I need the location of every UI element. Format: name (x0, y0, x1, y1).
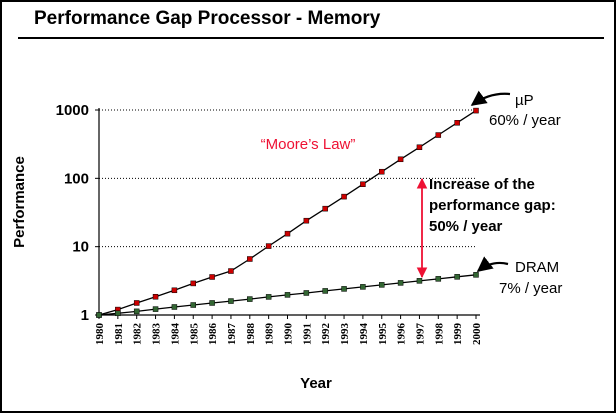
x-tick-label: 1984 (169, 323, 181, 346)
x-tick-label: 1994 (358, 323, 370, 346)
data-point (454, 274, 460, 280)
x-tick-label: 1988 (245, 323, 257, 346)
x-tick-label: 1995 (377, 323, 389, 346)
data-point (190, 280, 196, 287)
data-point (360, 284, 366, 290)
data-point (133, 308, 140, 315)
data-point (322, 288, 328, 294)
data-point (96, 312, 102, 318)
data-point (322, 205, 328, 212)
data-point (171, 304, 178, 310)
data-point (152, 293, 159, 300)
data-point (454, 120, 460, 126)
data-point (341, 193, 347, 200)
up-series-label: µP (515, 92, 534, 109)
x-tick-label: 1998 (433, 323, 445, 346)
data-point (435, 132, 442, 138)
x-tick-label: 1992 (320, 323, 332, 346)
data-point (360, 181, 366, 187)
y-tick-labels: 1 10 100 1000 (56, 102, 99, 324)
x-tick-label: 1983 (151, 323, 163, 346)
x-tick-label: 1987 (226, 323, 238, 346)
up-rate-label: 60% / year (489, 112, 561, 129)
x-tick-label: 1985 (188, 323, 200, 346)
data-point (397, 280, 404, 286)
x-tick-label: 1997 (414, 323, 426, 346)
y-tick-label: 1000 (56, 102, 89, 119)
dram-series-label: DRAM (515, 259, 559, 276)
data-point (265, 294, 272, 300)
series-points (96, 107, 479, 318)
data-point (152, 306, 159, 312)
data-point (397, 156, 404, 163)
title-underline (18, 37, 604, 39)
chart-title: Performance Gap Processor - Memory (34, 8, 381, 29)
y-tick-label: 100 (64, 170, 89, 187)
data-point (473, 107, 479, 114)
data-point (379, 168, 385, 175)
data-point (416, 144, 423, 151)
data-point (284, 230, 291, 237)
x-tick-labels: 1980 1981 1982 1983 1984 1985 1986 1987 1988 1989… (94, 315, 483, 345)
y-axis-label: Performance (11, 156, 28, 248)
x-tick-label: 1990 (283, 323, 295, 346)
data-point (228, 268, 234, 274)
x-tick-label: 1989 (264, 323, 276, 346)
data-point (435, 276, 442, 282)
data-point (247, 296, 253, 302)
data-point (265, 243, 272, 249)
gap-label-line3: 50% / year (429, 218, 503, 235)
x-tick-label: 1991 (301, 323, 313, 345)
data-point (303, 290, 310, 296)
data-point (473, 272, 479, 278)
x-tick-label: 1999 (452, 323, 464, 346)
data-point (209, 274, 215, 280)
x-tick-label: 1996 (396, 323, 408, 346)
dram-rate-label: 7% / year (499, 280, 562, 297)
data-point (379, 282, 385, 288)
x-tick-label: 1993 (339, 323, 351, 346)
data-point (284, 292, 291, 298)
y-tick-label: 1 (81, 307, 89, 324)
x-tick-label: 1981 (113, 323, 125, 345)
data-point (341, 286, 347, 292)
gap-label-line2: performance gap: (429, 197, 556, 214)
data-point (190, 302, 196, 308)
data-point (416, 278, 423, 284)
grid-lines (99, 109, 476, 248)
data-point (133, 300, 140, 306)
data-point (247, 256, 253, 262)
moores-law-label: “Moore’s Law” (261, 136, 356, 153)
data-point (171, 287, 178, 294)
data-point (115, 310, 121, 317)
x-tick-label: 1982 (132, 323, 144, 346)
x-tick-label: 1980 (94, 323, 106, 346)
data-point (303, 217, 310, 224)
y-tick-label: 10 (72, 239, 89, 256)
axes (98, 108, 480, 316)
x-axis-label: Year (300, 375, 332, 392)
x-tick-label: 1986 (207, 323, 219, 346)
data-point (228, 298, 234, 304)
dram-pointer-arrow (476, 256, 509, 272)
data-point (209, 300, 215, 306)
gap-label-line1: Increase of the (429, 176, 535, 193)
x-tick-label: 2000 (471, 323, 483, 346)
up-pointer-arrow (470, 90, 511, 106)
